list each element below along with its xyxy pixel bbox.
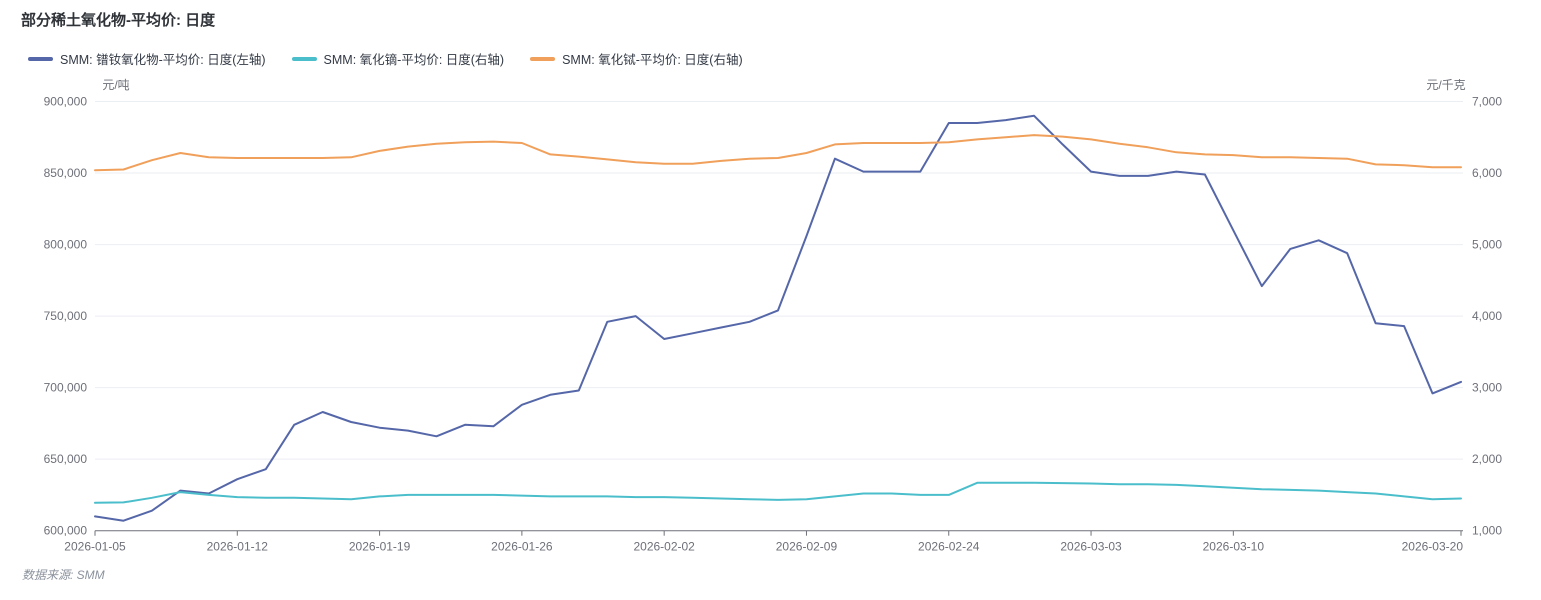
x-axis-date-label: 2026-02-09 xyxy=(776,540,838,554)
x-axis-date-label: 2026-03-20 xyxy=(1402,540,1464,554)
y-right-tick-label: 1,000 xyxy=(1472,524,1502,538)
right-axis-unit-label: 元/千克 xyxy=(1426,78,1466,92)
x-axis-date-label: 2026-01-05 xyxy=(64,540,126,554)
legend-item-2[interactable]: SMM: 氧化铽-平均价: 日度(右轴) xyxy=(530,49,743,68)
legend-item-label: SMM: 镨钕氧化物-平均价: 日度(左轴) xyxy=(60,53,266,67)
series-line-0 xyxy=(94,114,1462,522)
y-right-tick-label: 2,000 xyxy=(1472,452,1502,466)
series-line-1 xyxy=(94,481,1462,504)
y-left-tick-label: 750,000 xyxy=(44,309,88,323)
chart-title: 部分稀土氧化物-平均价: 日度 xyxy=(21,12,216,29)
legend-item-0[interactable]: SMM: 镨钕氧化物-平均价: 日度(左轴) xyxy=(28,49,266,68)
x-axis-date-label: 2026-02-02 xyxy=(633,540,695,554)
y-right-tick-label: 3,000 xyxy=(1472,381,1502,395)
legend-line-icon xyxy=(28,56,53,61)
y-left-tick-label: 600,000 xyxy=(44,524,88,538)
legend-line-icon xyxy=(291,56,317,61)
data-source-note: 数据来源: SMM xyxy=(22,568,105,582)
legend: SMM: 镨钕氧化物-平均价: 日度(左轴) SMM: 氧化镝-平均价: 日度(右… xyxy=(28,49,743,68)
legend-item-1[interactable]: SMM: 氧化镝-平均价: 日度(右轴) xyxy=(291,49,505,68)
y-right-tick-label: 4,000 xyxy=(1472,309,1502,323)
x-axis-date-label: 2026-03-03 xyxy=(1060,540,1122,554)
y-left-tick-label: 800,000 xyxy=(44,238,88,252)
y-left-tick-label: 650,000 xyxy=(44,452,88,466)
y-right-tick-label: 5,000 xyxy=(1472,238,1502,252)
y-left-tick-label: 700,000 xyxy=(44,381,88,395)
y-right-tick-label: 7,000 xyxy=(1472,95,1502,109)
y-left-tick-label: 850,000 xyxy=(44,166,88,180)
y-right-tick-label: 6,000 xyxy=(1472,166,1502,180)
series-line-2 xyxy=(94,134,1462,172)
legend-item-label: SMM: 氧化镝-平均价: 日度(右轴) xyxy=(323,53,505,67)
left-axis-unit-label: 元/吨 xyxy=(102,78,130,92)
x-axis-date-label: 2026-01-19 xyxy=(349,540,411,554)
legend-line-icon xyxy=(530,56,556,61)
x-axis-date-label: 2026-03-10 xyxy=(1203,540,1265,554)
x-axis-date-label: 2026-02-24 xyxy=(918,540,980,554)
y-left-tick-label: 900,000 xyxy=(44,95,88,109)
legend-item-label: SMM: 氧化铽-平均价: 日度(右轴) xyxy=(562,53,743,67)
x-axis-date-label: 2026-01-26 xyxy=(491,540,553,554)
x-axis-date-label: 2026-01-12 xyxy=(207,540,269,554)
